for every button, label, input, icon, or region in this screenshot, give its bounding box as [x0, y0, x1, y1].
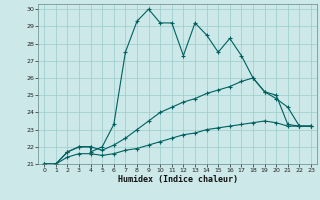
X-axis label: Humidex (Indice chaleur): Humidex (Indice chaleur) [118, 175, 238, 184]
